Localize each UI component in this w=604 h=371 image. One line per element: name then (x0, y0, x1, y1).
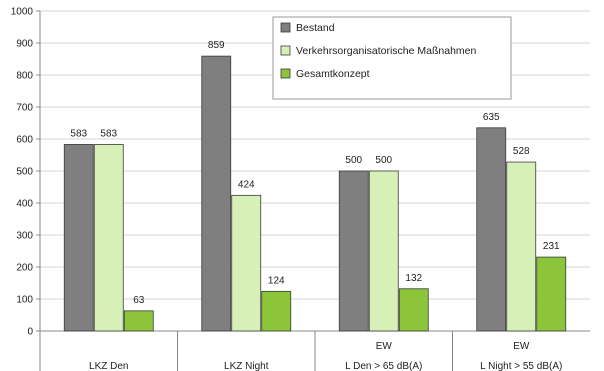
bars (63, 55, 567, 332)
legend: Bestand Verkehrsorganisatorische Maßnahme… (272, 16, 512, 100)
y-tick-label: 400 (16, 199, 33, 210)
bar (398, 288, 429, 332)
legend-label: Bestand (296, 22, 335, 34)
bar (123, 310, 154, 332)
data-labels: 583 583 63 859 424 124 500 500 132 635 528 231 (70, 40, 560, 306)
data-label: 859 (208, 40, 225, 51)
data-label: 583 (70, 128, 87, 139)
y-tick-label: 800 (16, 71, 33, 82)
data-label: 231 (543, 241, 560, 252)
y-tick-label: 500 (16, 167, 33, 178)
data-label: 124 (268, 275, 285, 286)
x-category-label: LKZ Den (89, 361, 128, 371)
data-label: 635 (483, 112, 500, 123)
x-category-prefix: EW (376, 341, 393, 352)
bar (476, 127, 507, 332)
y-tick-label: 200 (16, 263, 33, 274)
bar (231, 194, 262, 332)
bar (201, 55, 232, 332)
bar (261, 290, 292, 332)
legend-swatch (280, 22, 291, 33)
y-tick-label: 300 (16, 231, 33, 242)
x-category-label: LKZ Night (224, 361, 269, 371)
data-label: 424 (238, 179, 255, 190)
legend-box (272, 16, 512, 100)
bar (368, 170, 399, 332)
x-category-label: L Den > 65 dB(A) (345, 361, 422, 371)
y-tick-label: 1000 (11, 7, 34, 18)
y-tick-label: 600 (16, 135, 33, 146)
data-label: 583 (100, 128, 117, 139)
bar (536, 256, 567, 332)
y-tick-label: 900 (16, 39, 33, 50)
y-tick-label: 0 (27, 327, 33, 338)
bar (338, 170, 369, 332)
data-label: 132 (405, 273, 422, 284)
y-tick-label: 100 (16, 295, 33, 306)
x-category-prefix: EW (513, 341, 530, 352)
data-label: 528 (513, 146, 530, 157)
x-axis-categories: LKZ Den LKZ Night EW L Den > 65 dB(A) EW L Ni… (89, 341, 562, 371)
bar (63, 144, 94, 332)
y-axis-ticks: 0 100 200 300 400 500 600 700 800 900 1000 (11, 7, 34, 338)
legend-label: Verkehrsorganisatorische Maßnahmen (296, 45, 477, 57)
legend-label: Gesamtkonzept (296, 68, 370, 80)
x-category-label: L Night > 55 dB(A) (480, 361, 562, 371)
data-label: 63 (133, 295, 145, 306)
data-label: 500 (345, 155, 362, 166)
bar (506, 161, 537, 332)
y-tick-label: 700 (16, 103, 33, 114)
legend-swatch (280, 45, 291, 56)
data-label: 500 (375, 155, 392, 166)
legend-swatch (280, 68, 291, 79)
bar (93, 144, 124, 332)
